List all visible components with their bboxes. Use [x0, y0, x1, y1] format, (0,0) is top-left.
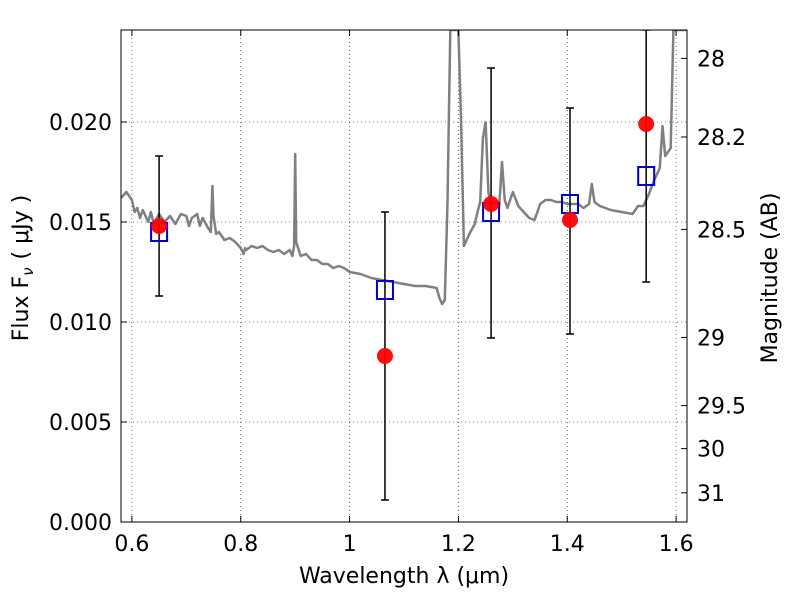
x-tick-label: 1.6 [659, 532, 694, 557]
y-axis-label-main: Flux F [9, 276, 34, 341]
model-square-marker [637, 166, 656, 186]
data-circle-marker [561, 212, 578, 228]
x-tick-label: 0.8 [223, 532, 258, 557]
plot-frame [120, 29, 688, 523]
right-tick-label: 28 [697, 47, 725, 72]
y-axis-label: Flux Fν ( μJy ) [9, 195, 37, 341]
data-circle-marker [376, 348, 393, 364]
right-tick-label: 29.5 [697, 395, 746, 420]
right-tick-label: 28.2 [697, 126, 746, 151]
right-tick-label: 31 [697, 482, 725, 507]
model-square-marker [375, 280, 394, 300]
y-axis-label-subscript: ν [19, 267, 37, 275]
y-tick-label: 0.015 [49, 211, 112, 236]
y-tick-label: 0.005 [49, 411, 112, 436]
data-circle-marker [483, 196, 500, 212]
y-tick-label: 0.010 [49, 311, 112, 336]
grid [121, 30, 687, 523]
svg-text:Flux Fν( μJy ): Flux Fν ( μJy ) [9, 195, 37, 341]
x-tick-label: 1 [343, 532, 357, 557]
x-tick-label: 1.4 [550, 532, 585, 557]
x-tick-label: 0.6 [114, 532, 149, 557]
y-tick-label: 0.000 [49, 511, 112, 536]
data-circle-marker [638, 116, 655, 132]
y-axis-label-unit: ( μJy ) [9, 195, 34, 260]
right-tick-label: 29 [697, 326, 725, 351]
plot-area [121, 30, 687, 501]
x-axis-label: Wavelength λ (μm) [299, 564, 509, 589]
y-tick-label: 0.020 [49, 111, 112, 136]
spectrum-line [121, 30, 687, 306]
data-circle-marker [151, 218, 168, 234]
right-tick-label: 30 [697, 438, 725, 463]
x-tick-label: 1.2 [441, 532, 476, 557]
right-axis-label: Magnitude (AB) [758, 193, 783, 364]
axes: 0.6 0.8 1 1.2 1.4 1.6 0.000 0.005 0.010 0.015 0.02… [49, 30, 746, 557]
right-tick-label: 28.5 [697, 218, 746, 243]
